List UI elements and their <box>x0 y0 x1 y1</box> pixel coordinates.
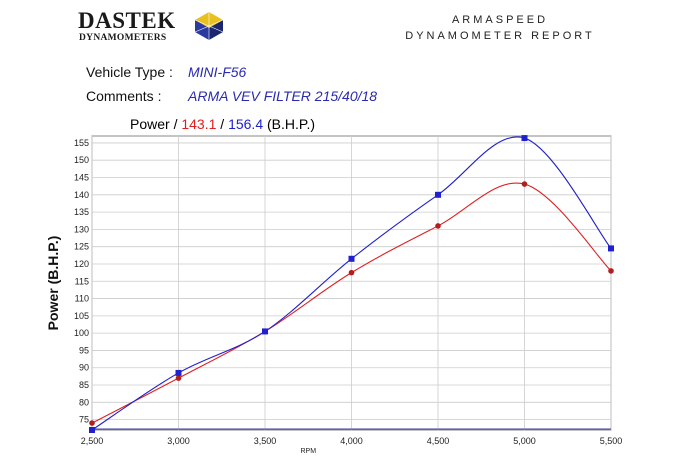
legend-unit: (B.H.P.) <box>267 116 315 132</box>
legend-separator: / <box>220 116 225 132</box>
y-tick-label: 155 <box>74 138 89 148</box>
y-tick-label: 75 <box>79 415 89 425</box>
y-axis-label: Power (B.H.P.) <box>45 236 61 331</box>
y-tick-label: 130 <box>74 224 89 234</box>
x-tick-label: 5,500 <box>600 436 623 446</box>
legend-red-value: 143.1 <box>181 116 217 132</box>
comments-value: ARMA VEV FILTER 215/40/18 <box>188 88 378 104</box>
y-tick-label: 95 <box>79 345 89 355</box>
data-point <box>348 255 355 262</box>
y-tick-label: 80 <box>79 397 89 407</box>
data-point <box>348 269 355 276</box>
data-point <box>608 268 614 274</box>
vehicle-type-label: Vehicle Type : <box>86 64 173 80</box>
y-tick-label: 135 <box>74 207 89 217</box>
y-tick-label: 150 <box>74 155 89 165</box>
comments-label: Comments : <box>86 88 162 104</box>
y-tick-label: 120 <box>74 259 89 269</box>
logo-cube-icon <box>194 12 224 40</box>
y-tick-label: 125 <box>74 242 89 252</box>
power-legend: Power / 143.1 / 156.4 (B.H.P.) <box>130 116 315 132</box>
data-point <box>521 135 528 142</box>
logo-subtitle: DYNAMOMETERS <box>79 33 167 43</box>
y-tick-label: 140 <box>74 190 89 200</box>
x-axis-label: RPM <box>300 448 316 455</box>
report-title: DYNAMOMETER REPORT <box>405 30 595 42</box>
data-point <box>89 420 95 426</box>
logo-wordmark: DASTEK <box>78 8 176 33</box>
y-tick-label: 105 <box>74 311 89 321</box>
data-point <box>608 245 614 252</box>
data-point <box>262 328 268 335</box>
data-point <box>521 181 528 187</box>
x-tick-label: 4,000 <box>340 436 363 446</box>
data-point <box>175 369 182 376</box>
y-tick-label: 110 <box>75 294 89 304</box>
x-tick-label: 4,500 <box>427 436 450 446</box>
x-tick-label: 3,000 <box>167 436 190 446</box>
comments-row: Comments : ARMA VEV FILTER 215/40/18 <box>86 88 377 104</box>
y-tick-label: 85 <box>79 380 89 390</box>
vehicle-type-value: MINI-F56 <box>188 64 247 80</box>
y-tick-label: 115 <box>75 276 89 286</box>
data-point <box>89 427 95 433</box>
legend-blue-value: 156.4 <box>228 116 264 132</box>
data-point <box>435 223 441 229</box>
dastek-logo: DASTEK DYNAMOMETERS <box>78 8 228 48</box>
y-tick-label: 90 <box>79 363 89 373</box>
report-company: ARMASPEED <box>451 14 549 26</box>
legend-prefix: Power / <box>130 116 178 132</box>
y-tick-label: 145 <box>74 173 89 183</box>
x-tick-label: 5,000 <box>513 436 536 446</box>
x-tick-label: 2,500 <box>81 436 104 446</box>
data-point <box>435 191 441 198</box>
x-tick-label: 3,500 <box>254 436 277 446</box>
y-tick-label: 100 <box>74 328 89 338</box>
data-point <box>175 375 182 381</box>
report-header: ARMASPEED DYNAMOMETER REPORT <box>380 14 620 42</box>
vehicle-type-row: Vehicle Type : MINI-F56 <box>86 64 246 80</box>
